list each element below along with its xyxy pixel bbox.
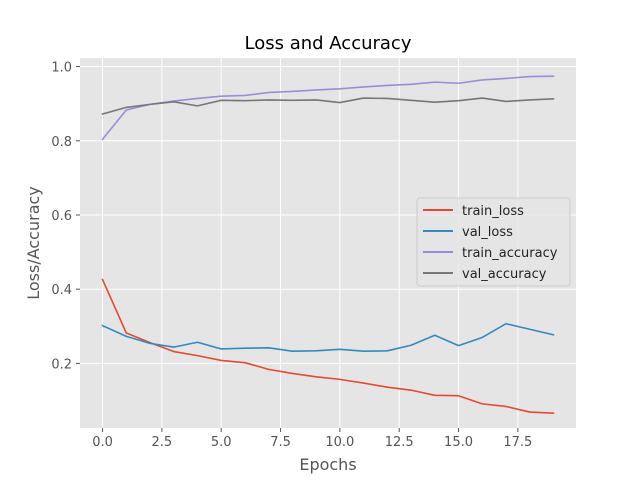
legend-label-train-accuracy: train_accuracy [462, 246, 558, 261]
y-tick-label-0-6: 0.6 [51, 209, 72, 224]
legend-box [416, 197, 571, 287]
x-tick-label-7-5: 7.5 [270, 435, 291, 450]
series-lines [101, 75, 555, 414]
x-tick-label-17-5: 17.5 [503, 435, 532, 450]
legend-label-train-loss: train_loss [462, 204, 524, 219]
series-line-train-loss [101, 278, 555, 414]
y-tick-label-0-8: 0.8 [51, 135, 72, 150]
x-tick-label-12-5: 12.5 [385, 435, 414, 450]
series-line-val-accuracy [101, 97, 555, 116]
x-tick-label-10-0: 10.0 [325, 435, 354, 450]
x-axis-ticks: 0.0 2.5 5.0 7.5 10.0 12.5 15.0 17.5 [92, 428, 532, 450]
x-tick-label-2-5: 2.5 [152, 435, 173, 450]
y-axis-ticks: 0.2 0.4 0.6 0.8 1.0 [51, 61, 80, 372]
y-tick-label-0-2: 0.2 [51, 357, 72, 372]
x-tick-label-5-0: 5.0 [211, 435, 232, 450]
y-tick-label-1-0: 1.0 [51, 61, 72, 76]
x-tick-label-0-0: 0.0 [92, 435, 113, 450]
series-line-val-loss [101, 322, 555, 352]
y-tick-label-0-4: 0.4 [51, 283, 72, 298]
series-line-train-accuracy [101, 75, 555, 141]
legend-label-val-loss: val_loss [462, 225, 513, 240]
y-axis-label: Loss/Accuracy [24, 186, 43, 300]
x-tick-label-15-0: 15.0 [444, 435, 473, 450]
chart-title: Loss and Accuracy [245, 33, 412, 54]
legend: train_loss val_loss train_accuracy val_a… [416, 197, 571, 287]
legend-label-val-accuracy: val_accuracy [462, 267, 547, 282]
x-axis-label: Epochs [299, 455, 356, 474]
